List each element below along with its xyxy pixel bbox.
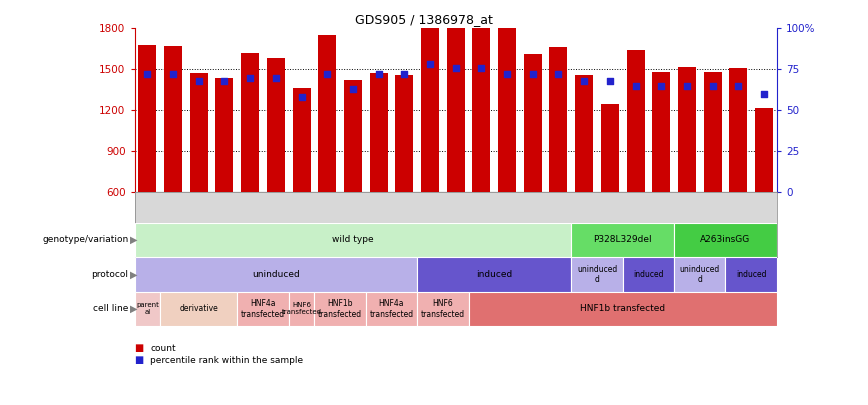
Text: protocol: protocol [91, 270, 128, 279]
Bar [395, 75, 413, 192]
Bar [469, 292, 777, 326]
Bar [523, 54, 542, 192]
Point [294, 94, 308, 100]
Bar [674, 223, 777, 257]
Bar [237, 292, 289, 326]
Text: uninduced: uninduced [252, 270, 299, 279]
Text: HNF1b transfected: HNF1b transfected [580, 304, 665, 313]
Bar [627, 50, 645, 192]
Point [423, 61, 437, 68]
Bar [293, 88, 311, 192]
Bar [726, 257, 777, 292]
Bar [164, 46, 182, 192]
Point [372, 71, 385, 77]
Bar [161, 292, 237, 326]
Point [166, 71, 180, 77]
Bar [674, 257, 726, 292]
Bar [344, 80, 362, 192]
Bar [418, 257, 571, 292]
Bar [498, 19, 516, 192]
Point [526, 71, 540, 77]
Text: ▶: ▶ [130, 235, 138, 245]
Point [449, 64, 463, 71]
Point [500, 71, 514, 77]
Text: ▶: ▶ [130, 304, 138, 314]
Text: HNF4a
transfected: HNF4a transfected [370, 299, 413, 318]
Bar [241, 53, 260, 192]
Point [192, 78, 206, 84]
Bar [314, 292, 365, 326]
Text: uninduced
d: uninduced d [577, 265, 617, 284]
Text: ■: ■ [135, 356, 144, 365]
Point [141, 71, 155, 77]
Bar [135, 257, 418, 292]
Point [218, 78, 232, 84]
Text: HNF4a
transfected: HNF4a transfected [241, 299, 285, 318]
Bar [571, 223, 674, 257]
Bar [418, 292, 469, 326]
Bar [472, 2, 490, 192]
Bar [622, 257, 674, 292]
Bar [138, 45, 156, 192]
Bar [601, 104, 619, 192]
Text: derivative: derivative [180, 304, 218, 313]
Point [346, 86, 360, 92]
Bar [678, 66, 696, 192]
Bar [370, 73, 388, 192]
Text: HNF6
transfected: HNF6 transfected [421, 299, 465, 318]
Text: ■: ■ [135, 343, 144, 353]
Point [577, 78, 591, 84]
Bar [704, 72, 721, 192]
Bar [549, 47, 568, 192]
Point [243, 74, 257, 81]
Bar [289, 292, 314, 326]
Point [551, 71, 565, 77]
Point [603, 78, 617, 84]
Text: HNF1b
transfected: HNF1b transfected [318, 299, 362, 318]
Point [398, 71, 411, 77]
Text: cell line: cell line [93, 304, 128, 313]
Point [732, 83, 746, 89]
Bar [652, 72, 670, 192]
Text: A263insGG: A263insGG [700, 235, 751, 245]
Bar [571, 257, 622, 292]
Point [269, 74, 283, 81]
Bar [190, 73, 207, 192]
Bar [215, 77, 233, 192]
Text: percentile rank within the sample: percentile rank within the sample [150, 356, 303, 365]
Point [475, 64, 489, 71]
Point [628, 83, 642, 89]
Point [654, 83, 668, 89]
Text: induced: induced [633, 270, 664, 279]
Title: GDS905 / 1386978_at: GDS905 / 1386978_at [355, 13, 492, 26]
Bar [135, 292, 161, 326]
Text: induced: induced [736, 270, 766, 279]
Bar [421, 0, 439, 192]
Text: HNF6
transfected: HNF6 transfected [281, 302, 321, 315]
Bar [447, 0, 464, 192]
Bar [266, 58, 285, 192]
Text: parent
al: parent al [136, 302, 159, 315]
Text: count: count [150, 344, 176, 353]
Bar [319, 35, 336, 192]
Text: uninduced
d: uninduced d [680, 265, 720, 284]
Text: P328L329del: P328L329del [594, 235, 652, 245]
Bar [729, 68, 747, 192]
Point [320, 71, 334, 77]
Point [680, 83, 694, 89]
Point [757, 91, 771, 97]
Text: induced: induced [477, 270, 512, 279]
Bar [365, 292, 418, 326]
Bar [575, 75, 593, 192]
Bar [135, 223, 571, 257]
Text: wild type: wild type [332, 235, 374, 245]
Text: ▶: ▶ [130, 269, 138, 279]
Text: genotype/variation: genotype/variation [43, 235, 128, 245]
Bar [755, 108, 773, 192]
Point [706, 83, 720, 89]
